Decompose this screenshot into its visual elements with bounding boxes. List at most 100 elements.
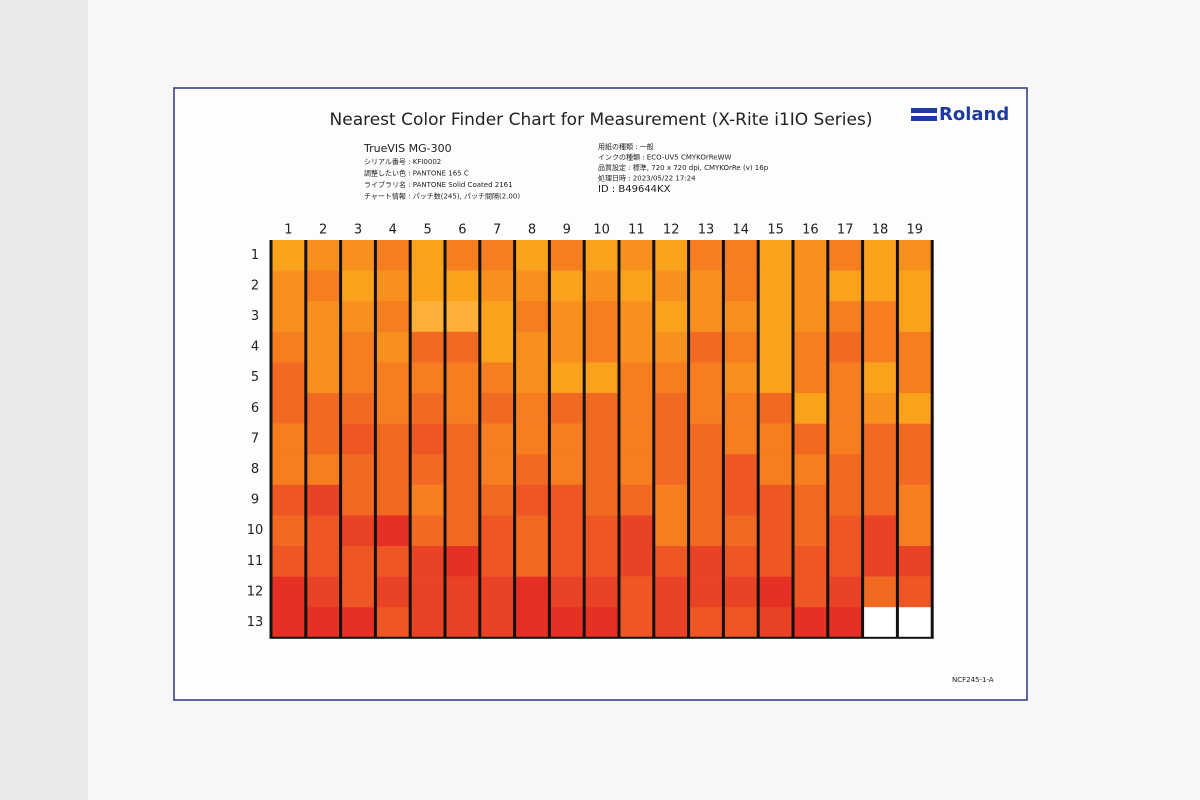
color-patch xyxy=(514,454,550,486)
color-patch xyxy=(758,362,794,394)
color-patch xyxy=(688,362,724,394)
color-patch xyxy=(827,515,863,547)
column-label: 12 xyxy=(663,223,680,238)
color-patch xyxy=(897,484,933,516)
color-patch xyxy=(271,240,307,271)
color-patch xyxy=(375,546,411,577)
color-patch xyxy=(688,607,724,639)
color-patch xyxy=(688,484,724,516)
color-patch xyxy=(549,270,585,302)
color-patch xyxy=(305,393,341,424)
color-patch xyxy=(862,331,898,363)
color-patch xyxy=(375,362,411,394)
color-patch xyxy=(862,454,898,486)
color-patch xyxy=(758,331,794,363)
color-patch xyxy=(793,454,829,486)
color-patch xyxy=(619,393,655,424)
color-patch xyxy=(514,362,550,394)
color-patch xyxy=(619,576,655,608)
column-divider xyxy=(756,240,760,638)
color-patch xyxy=(897,423,933,455)
color-patch xyxy=(549,393,585,424)
color-patch xyxy=(479,270,515,302)
color-patch xyxy=(375,607,411,639)
color-patch xyxy=(514,484,550,516)
color-patch xyxy=(619,607,655,639)
color-patch xyxy=(445,607,481,639)
color-patch xyxy=(862,484,898,516)
color-patch xyxy=(862,546,898,577)
color-patch xyxy=(758,484,794,516)
color-patch xyxy=(619,423,655,455)
color-patch xyxy=(827,240,863,271)
color-patch xyxy=(445,331,481,363)
info-line: 調整したい色 : PANTONE 165 C xyxy=(364,169,469,178)
color-patch xyxy=(723,576,759,608)
color-patch xyxy=(445,270,481,302)
color-patch xyxy=(584,454,620,486)
color-patch xyxy=(584,331,620,363)
color-patch xyxy=(445,546,481,577)
color-patch xyxy=(723,454,759,486)
column-divider xyxy=(617,240,621,638)
row-label: 5 xyxy=(251,370,259,385)
color-patch xyxy=(375,240,411,271)
color-patch xyxy=(827,607,863,639)
color-patch xyxy=(410,607,446,639)
color-patch xyxy=(688,301,724,333)
color-patch xyxy=(340,423,376,455)
color-patch xyxy=(793,393,829,424)
color-patch xyxy=(305,362,341,394)
color-patch xyxy=(584,576,620,608)
color-patch xyxy=(340,393,376,424)
color-patch xyxy=(549,240,585,271)
color-patch xyxy=(375,423,411,455)
color-patch xyxy=(758,301,794,333)
color-patch xyxy=(479,393,515,424)
color-patch xyxy=(584,362,620,394)
column-divider xyxy=(304,240,308,638)
color-patch xyxy=(514,515,550,547)
color-patch xyxy=(340,546,376,577)
row-label: 9 xyxy=(251,493,259,508)
color-patch xyxy=(549,515,585,547)
color-patch xyxy=(827,546,863,577)
color-patch xyxy=(271,576,307,608)
color-patch xyxy=(653,484,689,516)
column-label: 5 xyxy=(423,223,431,238)
color-patch xyxy=(271,515,307,547)
color-patch xyxy=(375,515,411,547)
color-patch xyxy=(584,393,620,424)
color-patch xyxy=(479,546,515,577)
color-patch xyxy=(271,331,307,363)
color-patch xyxy=(897,362,933,394)
color-patch xyxy=(305,576,341,608)
color-patch xyxy=(340,576,376,608)
color-patch xyxy=(862,576,898,608)
column-divider xyxy=(513,240,517,638)
color-patch xyxy=(340,240,376,271)
color-patch xyxy=(862,515,898,547)
color-patch xyxy=(271,423,307,455)
color-patch xyxy=(688,423,724,455)
color-patch xyxy=(271,484,307,516)
color-patch xyxy=(410,393,446,424)
color-patch xyxy=(793,546,829,577)
color-patch xyxy=(862,362,898,394)
column-divider xyxy=(861,240,865,638)
color-patch xyxy=(340,270,376,302)
color-patch xyxy=(340,331,376,363)
color-patch xyxy=(271,362,307,394)
color-patch xyxy=(305,270,341,302)
color-patch xyxy=(619,515,655,547)
color-patch xyxy=(827,362,863,394)
column-divider xyxy=(269,240,273,638)
color-patch xyxy=(305,607,341,639)
color-patch xyxy=(827,454,863,486)
color-patch xyxy=(305,484,341,516)
row-label: 1 xyxy=(251,248,259,263)
color-patch xyxy=(688,576,724,608)
column-label: 4 xyxy=(389,223,397,238)
color-patch xyxy=(862,240,898,271)
color-patch xyxy=(793,301,829,333)
